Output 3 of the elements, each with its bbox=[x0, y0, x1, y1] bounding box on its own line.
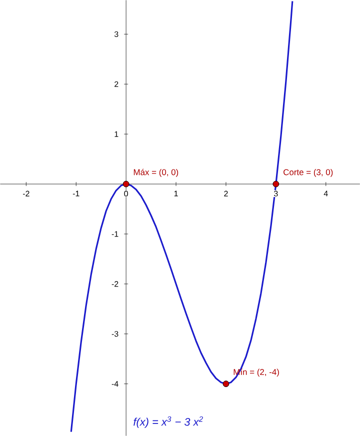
annotation: Corte = (3, 0) bbox=[284, 168, 333, 177]
annotation: f(x) = x$^{3}$ − 3 x$^{2}$ bbox=[134, 416, 203, 428]
annotation: Máx = (0, 0) bbox=[134, 168, 178, 177]
